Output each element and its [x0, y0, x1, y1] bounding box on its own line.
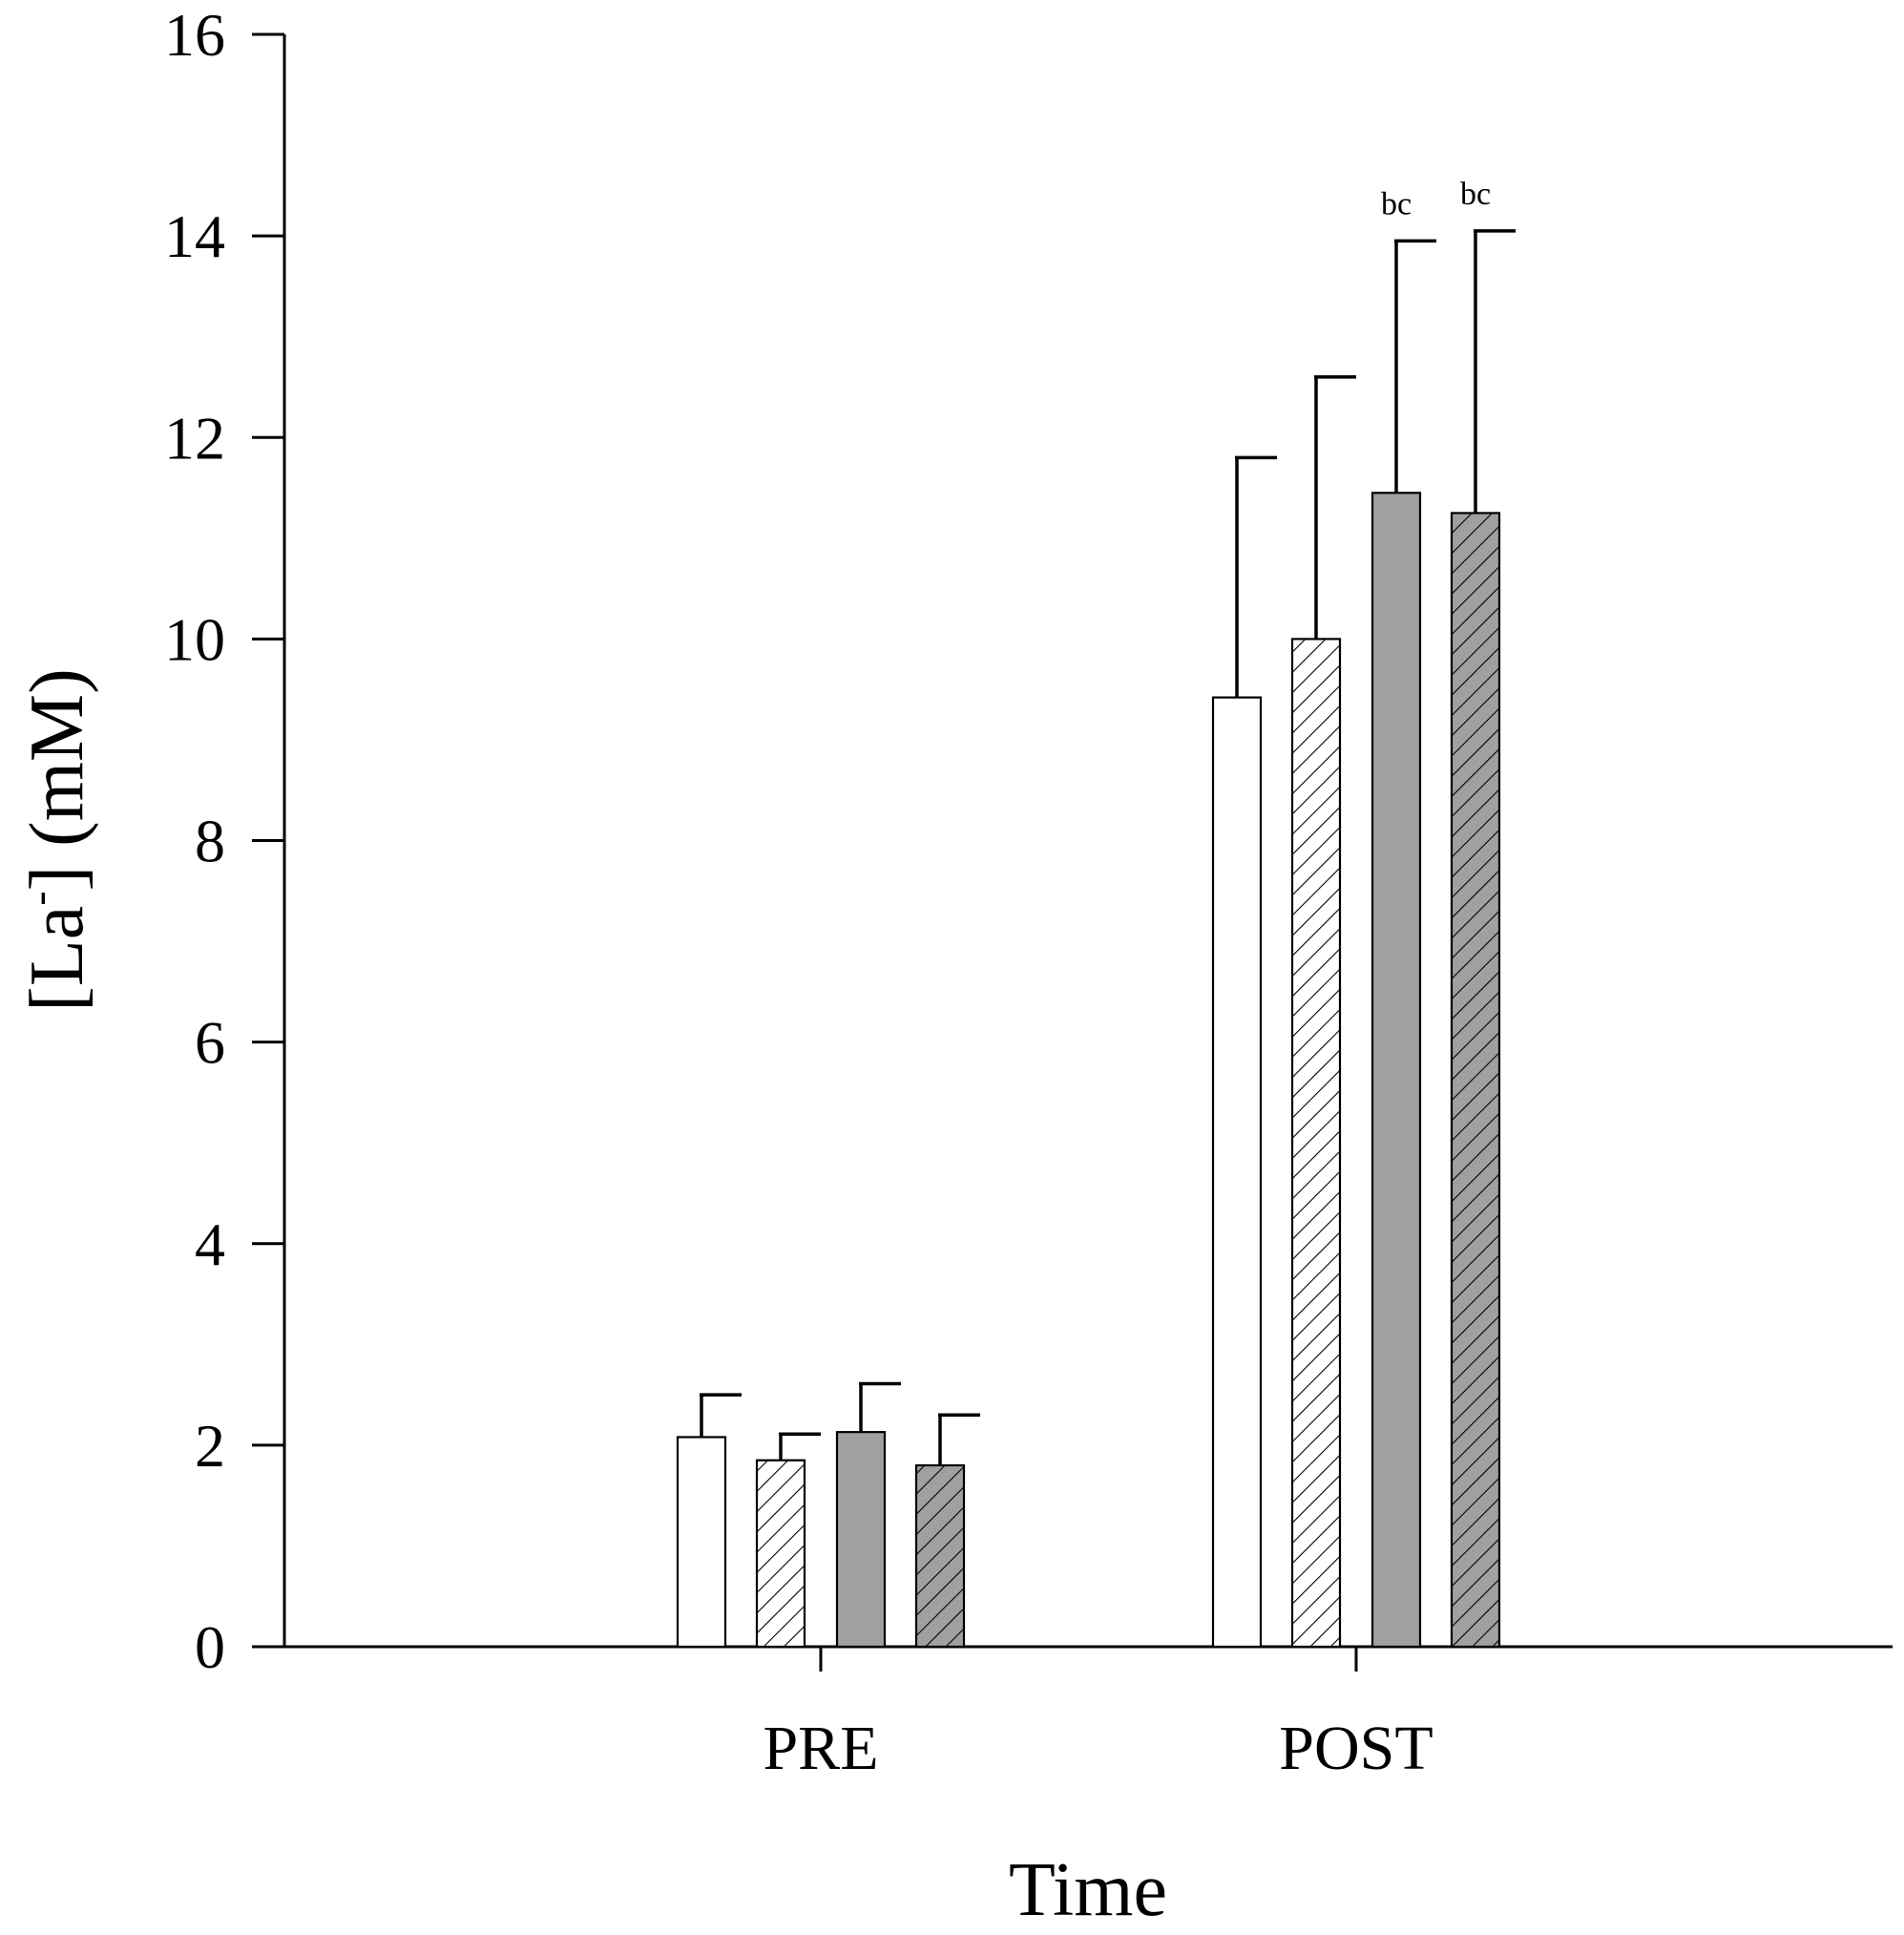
significance-label-post-series-3: bc — [1381, 186, 1412, 221]
y-tick-label-12: 12 — [164, 404, 225, 472]
bar-post-series-2 — [1290, 638, 1342, 1649]
y-tick-label-2: 2 — [195, 1412, 225, 1480]
x-ticks: PRE POST — [763, 1647, 1433, 1783]
y-tick-label-0: 0 — [195, 1613, 225, 1681]
x-tick-label-pre: PRE — [763, 1714, 878, 1783]
bar-post-series-4 — [1450, 512, 1501, 1649]
y-tick-label-10: 10 — [164, 605, 225, 673]
bar-pre-series-4 — [914, 1463, 966, 1649]
x-axis-title: Time — [1009, 1848, 1167, 1932]
bar-post-series-1 — [1211, 696, 1263, 1649]
y-tick-label-8: 8 — [195, 808, 225, 875]
y-tick-label-4: 4 — [195, 1210, 225, 1278]
bar-pre-series-2 — [755, 1459, 806, 1649]
y-axis-title: [La-] (mM) — [14, 668, 99, 1012]
y-axis-title-main: [La — [15, 906, 99, 1012]
error-bars — [700, 229, 1516, 1465]
y-ticks: 0 2 4 6 8 10 12 14 16 — [164, 1, 284, 1681]
y-axis-title-sup: - — [14, 891, 63, 905]
bar-pre-series-1 — [676, 1436, 727, 1649]
x-axis: PRE POST — [253, 1645, 1893, 1783]
bars — [676, 492, 1501, 1649]
y-tick-label-16: 16 — [164, 1, 225, 69]
y-tick-label-14: 14 — [164, 202, 225, 270]
y-axis-title-rest: ] (mM) — [15, 668, 99, 891]
bar-post-series-3 — [1370, 492, 1422, 1649]
y-axis: 0 2 4 6 8 10 12 14 16 — [164, 1, 286, 1681]
x-tick-label-post: POST — [1279, 1714, 1433, 1783]
y-tick-label-6: 6 — [195, 1009, 225, 1077]
significance-label-post-series-4: bc — [1460, 177, 1491, 212]
annotations: bc bc — [1381, 177, 1491, 222]
bar-pre-series-3 — [835, 1431, 887, 1649]
